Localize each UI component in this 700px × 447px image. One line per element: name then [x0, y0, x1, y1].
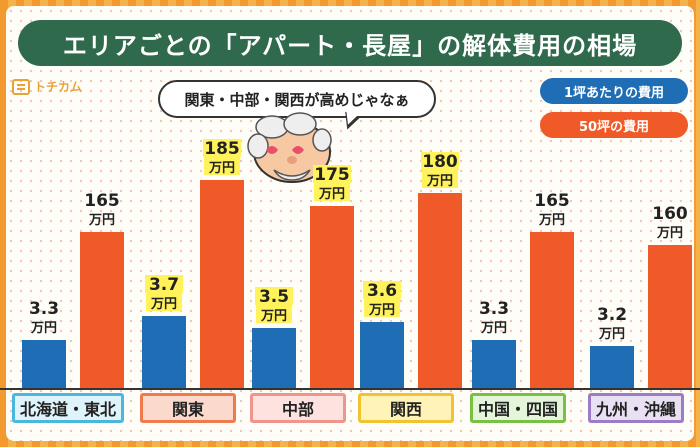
bar-per-tsubo-label-value: 3.7: [149, 275, 179, 295]
bar-per-tsubo: [22, 340, 66, 388]
bar-50-tsubo: [200, 180, 244, 388]
x-axis-line: [0, 388, 700, 390]
bar-per-tsubo-label-highlight: [256, 305, 292, 323]
category-label: 中国・四国: [470, 393, 566, 423]
category-label: 関西: [358, 393, 454, 423]
bar-50-tsubo: [648, 245, 692, 388]
bar-50-tsubo-label-unit: 万円: [88, 213, 115, 228]
old-man-mascot-icon: [247, 112, 332, 183]
bar-per-tsubo: [590, 346, 634, 388]
bar-50-tsubo-label-value: 175: [314, 165, 350, 185]
legend: 1坪あたりの費用 50坪の費用: [540, 78, 688, 146]
bar-50-tsubo-label-unit: 万円: [426, 174, 453, 189]
title-bar: エリアごとの「アパート・長屋」の解体費用の相場: [18, 20, 682, 66]
bar-50-tsubo-label-highlight: [203, 139, 241, 157]
bar-per-tsubo-label-highlight: [364, 299, 400, 317]
category-label: 中部: [250, 393, 346, 423]
bar-per-tsubo-label-unit: 万円: [30, 321, 57, 336]
bar-per-tsubo-label-value: 3.3: [479, 299, 509, 319]
bar-per-tsubo-label-unit: 万円: [260, 309, 287, 324]
bar-per-tsubo-label-value: 3.3: [29, 299, 59, 319]
chart-title: エリアごとの「アパート・長屋」の解体費用の相場: [62, 31, 638, 60]
bar-50-tsubo-label-highlight: [314, 183, 350, 201]
category-label: 九州・沖縄: [588, 393, 684, 423]
logo-text: トチカム: [34, 80, 83, 94]
bar-per-tsubo-label-highlight: [145, 275, 183, 293]
bar-50-tsubo-label-value: 180: [422, 152, 458, 172]
bar-per-tsubo: [360, 322, 404, 388]
bar-per-tsubo-label-value: 3.5: [259, 287, 289, 307]
bar-50-tsubo-label-highlight: [422, 170, 458, 188]
logo: トチカム: [12, 78, 82, 95]
legend-item-50-tsubo: 50坪の費用: [540, 112, 688, 138]
bar-50-tsubo-label-value: 165: [534, 191, 570, 211]
bar-per-tsubo-label-unit: 万円: [150, 297, 177, 312]
bar-50-tsubo-label-value: 185: [204, 139, 240, 159]
bar-50-tsubo: [530, 232, 574, 388]
legend-item-per-tsubo: 1坪あたりの費用: [540, 78, 688, 104]
speech-bubble-text: 関東・中部・関西が高めじゃなぁ: [184, 90, 410, 109]
bar-50-tsubo: [418, 193, 462, 388]
category-label: 関東: [140, 393, 236, 423]
bar-50-tsubo-label-value: 165: [84, 191, 120, 211]
bar-50-tsubo-label-unit: 万円: [538, 213, 565, 228]
bar-per-tsubo-label-unit: 万円: [368, 303, 395, 318]
bar-50-tsubo-label-value: 160: [652, 204, 688, 224]
bar-per-tsubo: [472, 340, 516, 388]
bar-50-tsubo: [80, 232, 124, 388]
bar-50-tsubo: [310, 206, 354, 388]
bar-per-tsubo-label-value: 3.2: [597, 305, 627, 325]
bar-per-tsubo-label-highlight: [363, 281, 401, 299]
bar-50-tsubo-label-highlight: [313, 165, 351, 183]
bar-per-tsubo: [252, 328, 296, 388]
logo-icon: [12, 78, 30, 95]
bar-50-tsubo-label-unit: 万円: [318, 187, 345, 202]
bar-50-tsubo-label-highlight: [204, 157, 240, 175]
bar-50-tsubo-label-unit: 万円: [208, 161, 235, 176]
bar-50-tsubo-label-highlight: [421, 152, 459, 170]
bar-per-tsubo-label-unit: 万円: [480, 321, 507, 336]
speech-bubble: 関東・中部・関西が高めじゃなぁ: [158, 80, 436, 118]
bar-per-tsubo-label-highlight: [146, 293, 182, 311]
bar-per-tsubo-label-value: 3.6: [367, 281, 397, 301]
bar-per-tsubo-label-unit: 万円: [598, 327, 625, 342]
bar-per-tsubo-label-highlight: [255, 287, 293, 305]
bar-per-tsubo: [142, 316, 186, 388]
bar-50-tsubo-label-unit: 万円: [656, 226, 683, 241]
category-label: 北海道・東北: [12, 393, 124, 423]
